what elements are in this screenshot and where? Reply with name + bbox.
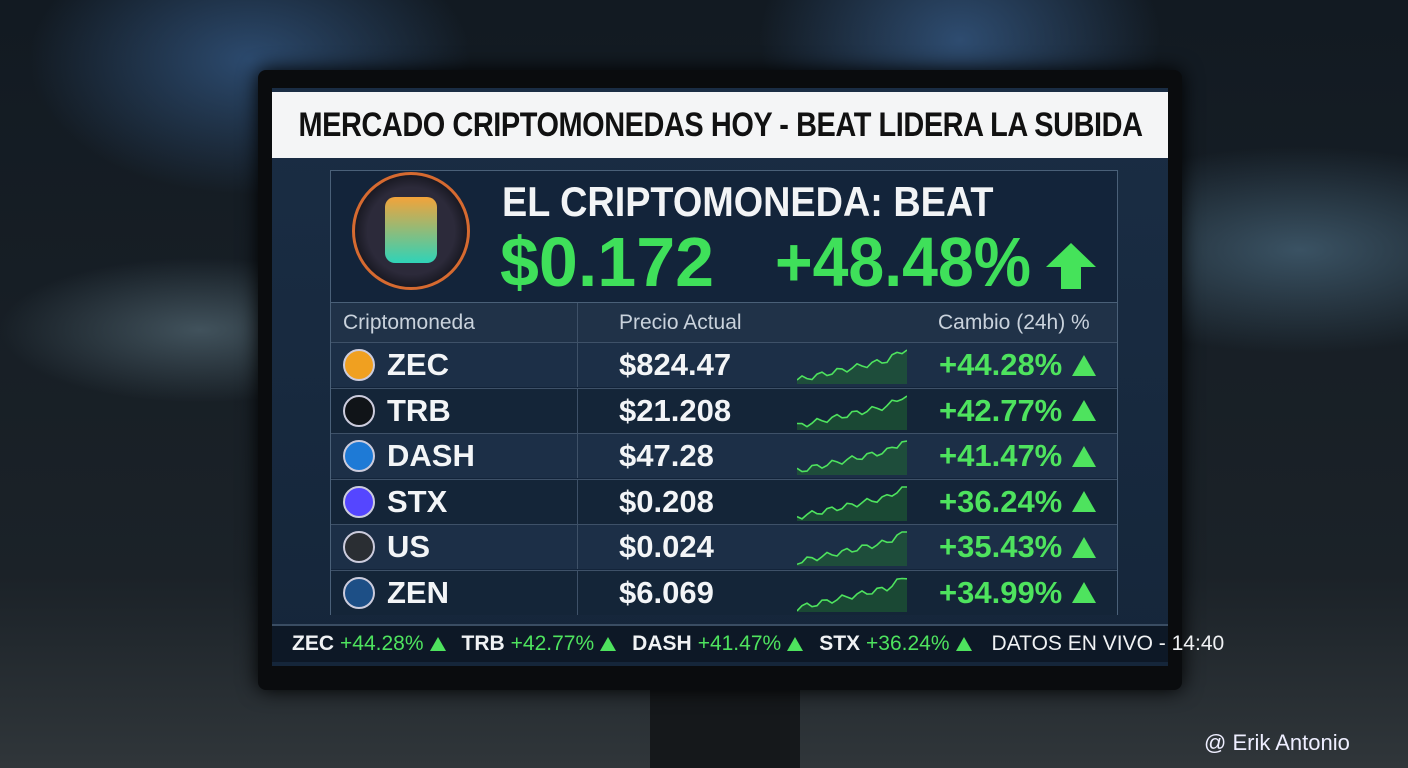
- ticker-name: DASH: [632, 632, 692, 655]
- up-triangle: [1072, 536, 1097, 558]
- title-bar: MERCADO CRIPTOMONEDAS HOY - BEAT LIDERA …: [272, 92, 1168, 158]
- sparkline: [797, 577, 907, 612]
- ticker-change: +41.47%: [697, 632, 782, 655]
- table-row: TRB $21.208 +42.77%: [331, 387, 1117, 433]
- up-triangle: [1072, 582, 1097, 603]
- coin-icon: [343, 485, 375, 518]
- ticker-change: +42.77%: [510, 632, 595, 655]
- price-cell: $47.28: [619, 438, 714, 473]
- ticker-change: +44.28%: [340, 632, 424, 655]
- feature-price: $0.172: [500, 223, 715, 301]
- change-cell: +41.47%: [939, 434, 1097, 478]
- column-divider: [577, 434, 578, 478]
- change-cell: +35.43%: [939, 525, 1097, 569]
- ticker-name: STX: [819, 632, 861, 655]
- price-cell: $824.47: [619, 347, 732, 382]
- ticker-name: ZEC: [292, 632, 334, 655]
- coin-name: US: [387, 529, 431, 564]
- column-header: Precio Actual: [619, 310, 742, 334]
- coin-icon: [343, 394, 375, 427]
- price-cell: $0.208: [619, 483, 714, 519]
- ticker-change: +36.24%: [866, 632, 950, 655]
- up-triangle: [1072, 445, 1097, 467]
- name-cell: ZEC: [343, 343, 449, 387]
- feature-change: +48.48%: [775, 223, 1032, 301]
- ticker: ZEC +44.28% TRB +42.77% DASH +41.47% STX +36.24…: [272, 624, 1224, 662]
- price-cell: $0.024: [619, 529, 714, 564]
- column-divider: [577, 303, 578, 342]
- column-header: Cambio (24h) %: [938, 310, 1090, 334]
- table-row: US $0.024 +35.43%: [331, 524, 1117, 569]
- ticker-name: TRB: [461, 632, 505, 655]
- change: +42.77%: [939, 392, 1063, 428]
- coin-icon: [343, 349, 375, 381]
- feature-logo: [352, 172, 470, 290]
- coin-name: ZEC: [387, 347, 449, 382]
- change: +41.47%: [939, 438, 1063, 473]
- column-divider: [577, 570, 578, 615]
- table-row: ZEC $824.47 +44.28%: [331, 342, 1117, 387]
- feature-label: EL CRIPTOMONEDA: BEAT: [502, 178, 994, 225]
- table-row: DASH $47.28 +41.47%: [331, 433, 1117, 478]
- change-cell: +36.24%: [939, 480, 1097, 524]
- sparkline: [797, 485, 907, 521]
- column-divider: [577, 388, 578, 433]
- logo-mark: [385, 197, 437, 263]
- ticker-triangle: [787, 637, 804, 651]
- up-arrow: [1046, 243, 1096, 289]
- coin-icon: [343, 576, 375, 609]
- price-cell: $6.069: [619, 574, 714, 610]
- column-header: Criptomoneda: [343, 310, 475, 334]
- name-cell: STX: [343, 480, 447, 524]
- table-row: ZEN $6.069 +34.99%: [331, 569, 1117, 615]
- change: +36.24%: [939, 483, 1063, 519]
- change-cell: +44.28%: [939, 343, 1097, 387]
- column-divider: [577, 525, 578, 569]
- change: +35.43%: [939, 529, 1063, 564]
- name-cell: TRB: [343, 389, 451, 433]
- coin-icon: [343, 440, 375, 472]
- change-cell: +42.77%: [939, 389, 1097, 433]
- watermark: @ Erik Antonio: [1204, 730, 1350, 755]
- ticker-triangle: [600, 637, 617, 651]
- name-cell: ZEN: [343, 571, 449, 615]
- change: +44.28%: [939, 347, 1063, 382]
- table-header: Criptomoneda Precio Actual Cambio (24h) …: [331, 302, 1117, 342]
- sparkline: [797, 531, 907, 566]
- table-row: STX $0.208 +36.24%: [331, 478, 1117, 524]
- column-divider: [577, 479, 578, 524]
- name-cell: US: [343, 525, 430, 569]
- up-triangle: [1072, 491, 1097, 512]
- price-cell: $21.208: [619, 392, 732, 428]
- monitor-stand: [650, 690, 800, 768]
- up-triangle: [1072, 400, 1097, 421]
- ticker-triangle: [955, 637, 972, 651]
- sparkline: [797, 440, 907, 475]
- change: +34.99%: [939, 574, 1063, 610]
- coin-icon: [343, 531, 375, 563]
- coin-name: DASH: [387, 438, 475, 473]
- ticker-triangle: [429, 637, 446, 651]
- coin-name: TRB: [387, 392, 451, 428]
- ticker-status: DATOS EN VIVO - 14:40: [991, 632, 1225, 655]
- up-triangle: [1072, 354, 1097, 376]
- change-cell: +34.99%: [939, 571, 1097, 615]
- title: MERCADO CRIPTOMONEDAS HOY - BEAT LIDERA …: [297, 105, 1143, 144]
- coin-name: STX: [387, 483, 448, 519]
- sparkline: [797, 349, 907, 384]
- sparkline: [797, 394, 907, 430]
- coin-name: ZEN: [387, 574, 449, 610]
- name-cell: DASH: [343, 434, 475, 478]
- column-divider: [577, 343, 578, 387]
